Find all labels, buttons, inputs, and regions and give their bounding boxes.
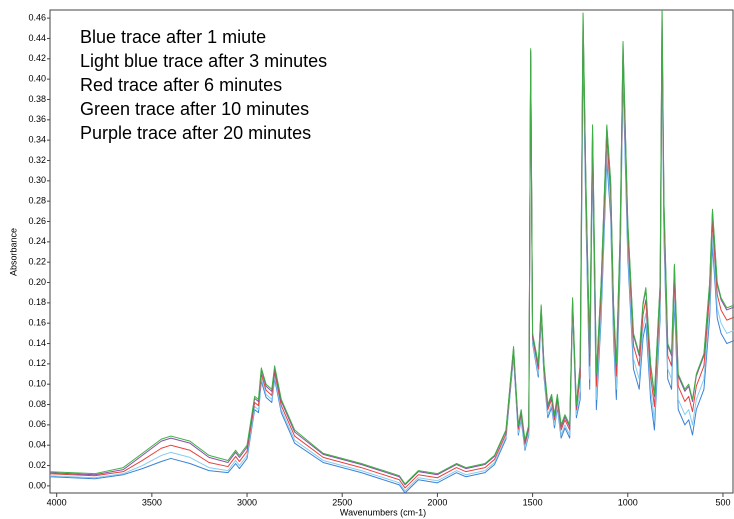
x-tick-label: 500 [715,497,730,507]
y-tick-label: 0.44 [28,33,46,43]
y-tick-label: 0.08 [28,399,46,409]
spectrum-line [50,10,734,485]
y-axis-title: Absorbance [8,228,18,276]
y-tick-label: 0.16 [28,318,46,328]
y-tick-label: 0.18 [28,297,46,307]
y-tick-label: 0.10 [28,379,46,389]
y-tick-label: 0.30 [28,175,46,185]
y-tick-label: 0.42 [28,53,46,63]
x-tick-label: 4000 [47,497,67,507]
annotation: Green trace after 10 minutes [80,99,309,119]
lines [50,10,734,493]
annotation: Light blue trace after 3 minutes [80,51,327,71]
y-tick-label: 0.12 [28,358,46,368]
x-tick-label: 1000 [618,497,638,507]
y-tick-label: 0.26 [28,216,46,226]
y-tick-label: 0.34 [28,135,46,145]
x-tick-label: 2500 [332,497,352,507]
y-tick-label: 0.38 [28,94,46,104]
annotation: Purple trace after 20 minutes [80,123,311,143]
y-tick-label: 0.06 [28,419,46,429]
y-tick-label: 0.22 [28,257,46,267]
y-tick-label: 0.36 [28,114,46,124]
x-tick-label: 3000 [237,497,257,507]
annotation: Blue trace after 1 miute [80,27,266,47]
y-tick-label: 0.00 [28,480,46,490]
annotation: Red trace after 6 minutes [80,75,282,95]
y-tick-label: 0.14 [28,338,46,348]
x-tick-label: 3500 [142,497,162,507]
y-tick-label: 0.20 [28,277,46,287]
plot-frame [49,9,734,494]
y-tick-label: 0.28 [28,196,46,206]
x-tick-label: 2000 [427,497,447,507]
x-tick-label: 1500 [523,497,543,507]
y-tick-label: 0.04 [28,440,46,450]
y-tick-label: 0.02 [28,460,46,470]
y-tick-label: 0.40 [28,74,46,84]
y-tick-label: 0.32 [28,155,46,165]
y-tick-label: 0.46 [28,13,46,23]
x-axis-title: Wavenumbers (cm-1) [340,507,426,517]
y-tick-label: 0.24 [28,236,46,246]
